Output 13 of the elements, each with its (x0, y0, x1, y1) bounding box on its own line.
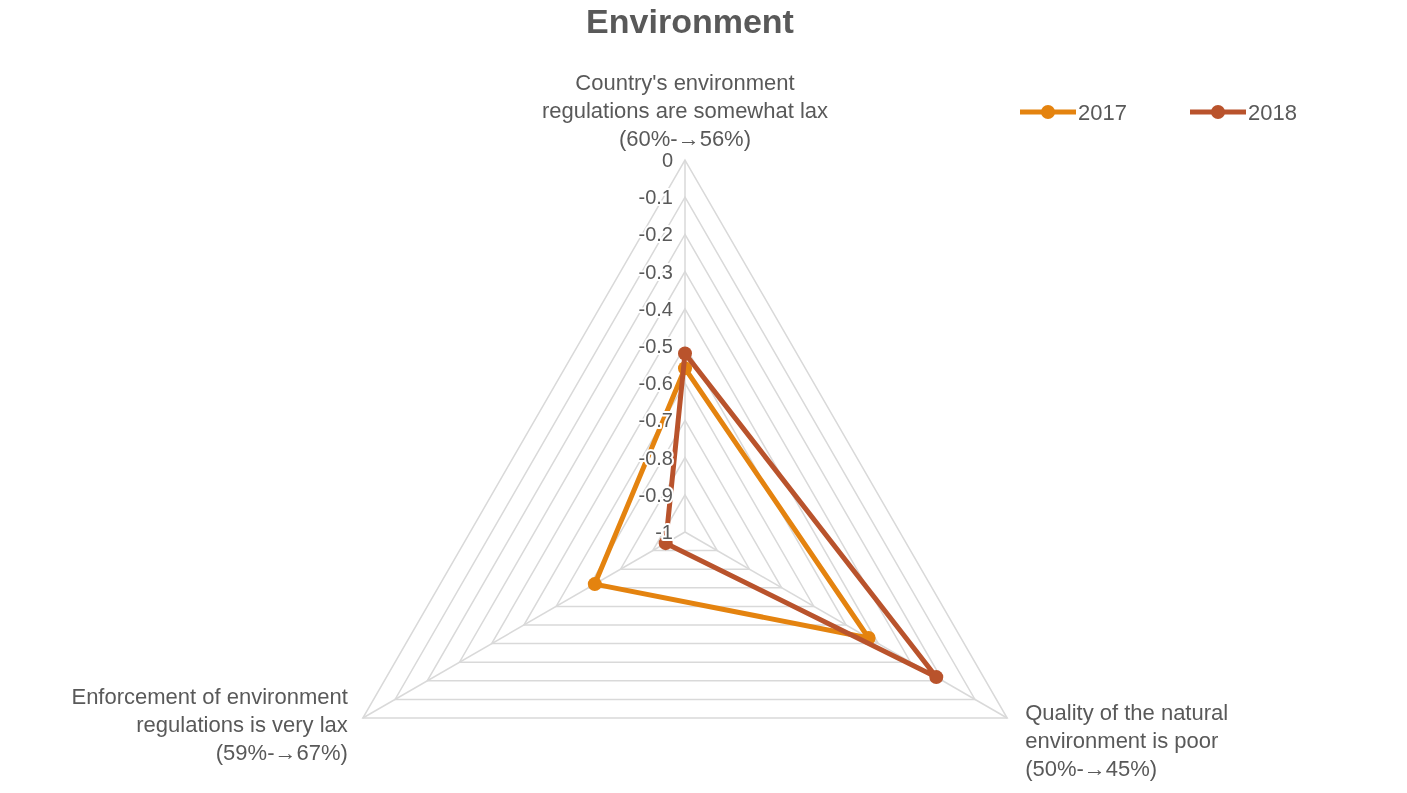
y-tick-label: -0.5 (638, 335, 673, 357)
chart-title: Environment (586, 2, 794, 40)
spoke-label: Quality of the natural environment is poor (50%-→45%) (1025, 700, 1229, 781)
spoke-label: Enforcement of environment regulations is very lax (59%-→67%) (71, 684, 348, 765)
y-tick-label: 0 (661, 149, 673, 171)
spoke-label: Country's environment regulations are somewhat lax (60%-→56%) (541, 70, 829, 151)
legend-label: 2018 (1248, 100, 1297, 125)
legend-label: 2017 (1078, 100, 1127, 125)
y-tick-label: -0.1 (638, 186, 673, 209)
y-tick-label: -0.4 (638, 297, 673, 320)
y-tick-label: -0.3 (638, 260, 673, 283)
y-tick-label: -0.2 (638, 223, 673, 246)
y-tick-label: -0.6 (638, 372, 673, 395)
